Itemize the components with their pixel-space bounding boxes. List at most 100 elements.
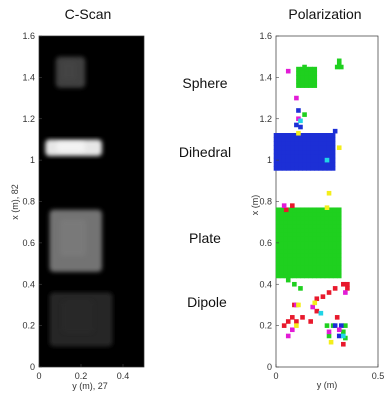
polarization-point-green	[312, 228, 318, 233]
polarization-point-green	[308, 83, 313, 88]
polarization-point-blue	[314, 133, 320, 138]
polarization-point-green	[287, 236, 293, 242]
polarization-point-green	[279, 215, 285, 221]
polarization-point-blue	[314, 157, 320, 163]
polarization-point-green	[292, 240, 297, 246]
polarization-point-blue	[310, 153, 316, 159]
polarization-point-blue	[302, 145, 307, 151]
polarization-point-green	[324, 257, 330, 262]
polarization-point-green	[332, 207, 338, 213]
polarization-point-blue	[290, 153, 295, 159]
polarization-point-green	[304, 244, 309, 250]
cscan-region-core-dihedral	[56, 141, 85, 152]
polarization-point-green	[312, 273, 318, 279]
polarization-point-blue	[330, 141, 336, 146]
polarization-point-green	[287, 261, 293, 266]
polarization-point-green	[328, 219, 334, 225]
polarization-point-magenta	[310, 304, 316, 310]
polarization-point-green	[336, 236, 342, 242]
polarization-point-green	[275, 244, 281, 250]
polarization-point-blue	[285, 133, 291, 138]
polarization-point-red	[341, 281, 346, 287]
polarization-point-blue	[298, 141, 303, 146]
polarization-point-green	[332, 219, 338, 225]
polarization-point-blue	[294, 141, 299, 146]
polarization-point-blue	[302, 166, 307, 171]
polarization-point-green	[336, 261, 342, 266]
cscan-y-tick-label: 0.4	[22, 279, 35, 289]
polarization-point-green	[296, 207, 301, 213]
polarization-point-red	[300, 315, 305, 320]
cscan-y-tick-label: 0.8	[22, 197, 35, 207]
polarization-point-blue	[306, 153, 311, 159]
polarization-point-green	[324, 323, 330, 328]
polarization-point-blue	[322, 145, 328, 151]
polarization-point-green	[304, 236, 309, 242]
polarization-point-green	[308, 219, 313, 225]
polarization-point-green	[324, 215, 330, 221]
polarization-point-green	[336, 232, 342, 237]
polarization-point-blue	[294, 157, 299, 163]
polarization-point-green	[316, 257, 322, 262]
polarization-point-red	[283, 207, 289, 213]
polarization-point-blue	[273, 153, 279, 159]
polarization-point-green	[336, 240, 342, 246]
polarization-point-green	[316, 228, 322, 233]
polarization-point-green	[308, 252, 313, 258]
polarization-point-green	[332, 257, 338, 262]
polarization-point-green	[328, 248, 334, 254]
polarization-point-green	[332, 265, 338, 270]
polarization-point-blue	[281, 149, 287, 155]
polarization-point-green	[326, 333, 332, 339]
polarization-point-green	[316, 240, 322, 246]
cscan-y-tick-label: 1.4	[22, 72, 35, 82]
polarization-point-blue	[285, 161, 291, 167]
polarization-point-green	[332, 215, 338, 221]
polarization-point-green	[336, 252, 342, 258]
polarization-point-green	[300, 83, 305, 88]
polarization-point-green	[312, 265, 318, 270]
polarization-point-green	[300, 261, 305, 266]
polarization-point-green	[316, 248, 322, 254]
polarization-point-green	[312, 224, 318, 229]
polarization-point-green	[287, 224, 293, 229]
polarization-point-green	[296, 215, 301, 221]
polarization-point-green	[312, 70, 318, 76]
polarization-point-blue	[290, 157, 295, 163]
polarization-point-blue	[318, 166, 324, 171]
polarization-point-blue	[298, 161, 303, 167]
polarization-point-green	[316, 273, 322, 279]
polarization-point-blue	[277, 166, 283, 171]
cscan-x-axis-label: y (m), 27	[72, 381, 108, 391]
polarization-point-green	[328, 257, 334, 262]
cscan-x-tick-label: 0	[36, 371, 41, 381]
polarization-point-blue	[314, 145, 320, 151]
polarization-point-green	[312, 207, 318, 213]
polarization-point-green	[302, 112, 307, 117]
polarization-point-green	[343, 323, 348, 328]
polarization-point-blue	[330, 166, 336, 171]
polarization-point-green	[320, 207, 326, 213]
polarization-point-green	[300, 232, 305, 237]
polarization-point-green	[279, 236, 285, 242]
polarization-point-green	[320, 224, 326, 229]
polarization-point-blue	[298, 153, 303, 159]
polarization-point-blue	[326, 133, 332, 138]
polarization-chart: Polarization 0 0.5 00.20.40.60.811.21.41.…	[250, 6, 384, 390]
polarization-point-blue	[310, 161, 316, 167]
polarization-point-blue	[310, 137, 316, 142]
polarization-point-blue	[290, 149, 295, 155]
polarization-point-red	[334, 315, 340, 320]
polarization-point-green	[279, 261, 285, 266]
polarization-point-blue	[314, 137, 320, 142]
polarization-point-green	[332, 232, 338, 237]
polarization-point-green	[336, 228, 342, 233]
polarization-point-green	[324, 211, 330, 217]
polarization-point-green	[316, 261, 322, 266]
polarization-point-blue	[281, 137, 287, 142]
polarization-point-blue	[306, 145, 311, 151]
polarization-point-green	[312, 248, 318, 254]
polarization-point-green	[279, 257, 285, 262]
polarization-point-green	[283, 224, 289, 229]
